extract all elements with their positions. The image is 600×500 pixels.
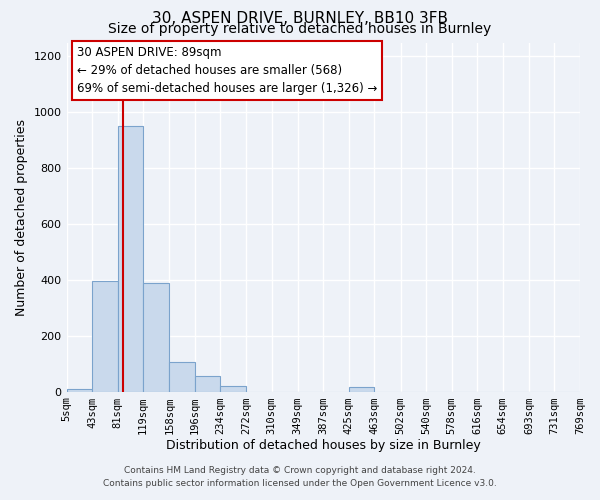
Bar (169, 362, 195, 392)
Bar (67, 389, 92, 392)
X-axis label: Distribution of detached houses by size in Burnley: Distribution of detached houses by size … (166, 440, 481, 452)
Bar (220, 386, 246, 392)
Bar (195, 376, 220, 392)
Y-axis label: Number of detached properties: Number of detached properties (15, 118, 28, 316)
Bar (118, 126, 143, 392)
Bar (349, 388, 374, 392)
Bar (143, 282, 169, 392)
Text: Contains HM Land Registry data © Crown copyright and database right 2024.
Contai: Contains HM Land Registry data © Crown c… (103, 466, 497, 487)
Text: 30 ASPEN DRIVE: 89sqm
← 29% of detached houses are smaller (568)
69% of semi-det: 30 ASPEN DRIVE: 89sqm ← 29% of detached … (77, 46, 377, 95)
Text: 30, ASPEN DRIVE, BURNLEY, BB10 3FB: 30, ASPEN DRIVE, BURNLEY, BB10 3FB (152, 11, 448, 26)
Bar (92, 282, 118, 392)
Text: Size of property relative to detached houses in Burnley: Size of property relative to detached ho… (109, 22, 491, 36)
